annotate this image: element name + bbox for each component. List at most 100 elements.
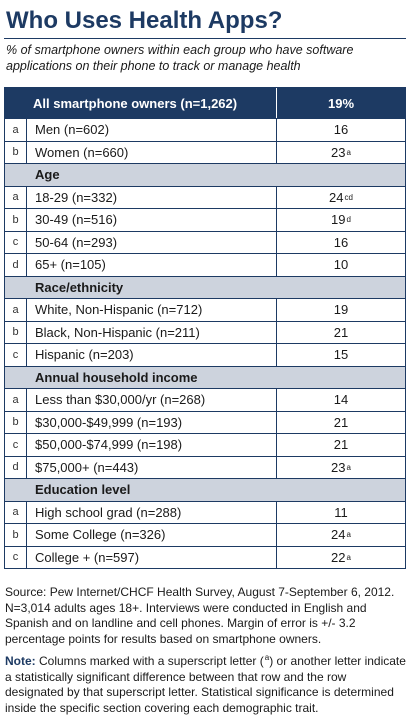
note-text: Note: Columns marked with a superscript …	[5, 650, 407, 716]
table-row: c 50-64 (n=293) 16	[5, 230, 405, 254]
row-label: Hispanic (n=203)	[27, 344, 277, 366]
row-value-cell: 10	[277, 254, 405, 276]
row-letter: c	[5, 434, 27, 456]
table-row: d 65+ (n=105) 10	[5, 253, 405, 276]
row-letter: c	[5, 231, 27, 253]
row-label: Women (n=660)	[27, 141, 277, 163]
section-label: Race/ethnicity	[35, 279, 124, 295]
subtitle: % of smartphone owners within each group…	[6, 43, 354, 73]
note-label: Note:	[5, 654, 36, 668]
row-letter: d	[5, 254, 27, 276]
table-row: a High school grad (n=288) 11	[5, 500, 405, 524]
row-label: 50-64 (n=293)	[27, 231, 277, 253]
row-value-cell: 16	[277, 119, 405, 141]
table-row: c $50,000-$74,999 (n=198) 21	[5, 433, 405, 456]
table-row: a Men (n=602) 16	[5, 118, 405, 141]
significance-superscript: a	[346, 462, 351, 472]
row-label: Men (n=602)	[27, 119, 277, 141]
row-value: 21	[333, 437, 349, 453]
total-row: All smartphone owners (n=1,262) 19%	[5, 88, 405, 118]
row-value-cell: 23 a	[277, 457, 405, 479]
row-value-cell: 24 a	[277, 524, 405, 546]
section-header: Annual household income	[5, 365, 405, 388]
row-label: 65+ (n=105)	[27, 254, 277, 276]
row-value: 19	[331, 212, 346, 228]
row-value-cell: 19 d	[277, 209, 405, 231]
row-value: 21	[333, 324, 349, 340]
significance-superscript: a	[346, 530, 351, 540]
row-label: 30-49 (n=516)	[27, 209, 277, 231]
row-letter: b	[5, 411, 27, 433]
section-header: Race/ethnicity	[5, 275, 405, 298]
table-row: c Hispanic (n=203) 15	[5, 343, 405, 366]
note-text-before: Columns marked with a superscript letter…	[35, 654, 264, 668]
row-value-cell: 21	[277, 434, 405, 456]
row-value-cell: 19	[277, 299, 405, 321]
significance-superscript: a	[346, 552, 351, 562]
row-label: Less than $30,000/yr (n=268)	[27, 389, 277, 411]
table-row: b Some College (n=326) 24 a	[5, 523, 405, 546]
row-label: High school grad (n=288)	[27, 501, 277, 523]
row-label: Black, Non-Hispanic (n=211)	[27, 321, 277, 343]
row-letter: c	[5, 546, 27, 568]
row-value: 24	[331, 527, 346, 543]
row-letter: a	[5, 389, 27, 411]
section-label: Age	[35, 167, 60, 183]
row-label: Some College (n=326)	[27, 524, 277, 546]
row-label: 18-29 (n=332)	[27, 186, 277, 208]
section-label: Education level	[35, 482, 131, 498]
row-value: 23	[331, 144, 346, 160]
row-label: $30,000-$49,999 (n=193)	[27, 411, 277, 433]
table-row: d $75,000+ (n=443) 23 a	[5, 455, 405, 479]
row-letter: b	[5, 524, 27, 546]
table-row: b Black, Non-Hispanic (n=211) 21	[5, 320, 405, 343]
table-row: a White, Non-Hispanic (n=712) 19	[5, 298, 405, 321]
source-text: Source: Pew Internet/CHCF Health Survey,…	[5, 585, 395, 646]
row-letter: a	[5, 501, 27, 523]
row-value-cell: 16	[277, 232, 405, 254]
total-label: All smartphone owners (n=1,262)	[5, 88, 277, 118]
row-label: College + (n=597)	[27, 546, 277, 568]
row-value-cell: 21	[277, 412, 405, 434]
table-row: c College + (n=597) 22 a	[5, 545, 405, 569]
table-row: b 30-49 (n=516) 19 d	[5, 208, 405, 231]
row-letter: b	[5, 141, 27, 163]
section-label: Annual household income	[35, 369, 198, 385]
table-row: b Women (n=660) 23 a	[5, 140, 405, 164]
row-value-cell: 14	[277, 389, 405, 411]
row-label: $50,000-$74,999 (n=198)	[27, 434, 277, 456]
row-letter: b	[5, 209, 27, 231]
table-row: a 18-29 (n=332) 24 cd	[5, 185, 405, 209]
row-value-cell: 23 a	[277, 142, 405, 164]
row-letter: a	[5, 186, 27, 208]
total-value: 19%	[327, 95, 355, 111]
row-value: 16	[333, 122, 349, 138]
table-row: b $30,000-$49,999 (n=193) 21	[5, 410, 405, 434]
row-value: 15	[333, 347, 349, 363]
row-value: 21	[333, 414, 349, 430]
row-label: $75,000+ (n=443)	[27, 456, 277, 478]
row-value: 14	[333, 392, 349, 408]
title-divider	[4, 38, 406, 39]
section-header: Age	[5, 163, 405, 186]
row-value: 16	[333, 234, 349, 250]
page-title: Who Uses Health Apps?	[6, 7, 283, 34]
section-header: Education level	[5, 478, 405, 501]
row-value: 11	[334, 504, 348, 520]
row-label: White, Non-Hispanic (n=712)	[27, 299, 277, 321]
row-value: 22	[331, 549, 346, 565]
row-value: 24	[329, 189, 344, 205]
row-value: 23	[331, 459, 346, 475]
row-value-cell: 22 a	[277, 547, 405, 569]
table-row: a Less than $30,000/yr (n=268) 14	[5, 388, 405, 411]
row-value: 10	[333, 257, 349, 273]
note-superscript: a	[264, 653, 270, 662]
row-letter: d	[5, 456, 27, 478]
note-text-after: ) or another letter indicate a statistic…	[5, 654, 406, 715]
row-value-cell: 24 cd	[277, 187, 405, 209]
row-letter: b	[5, 321, 27, 343]
row-letter: a	[5, 119, 27, 141]
row-letter: c	[5, 344, 27, 366]
row-value-cell: 11	[277, 502, 405, 524]
row-value-cell: 15	[277, 344, 405, 366]
